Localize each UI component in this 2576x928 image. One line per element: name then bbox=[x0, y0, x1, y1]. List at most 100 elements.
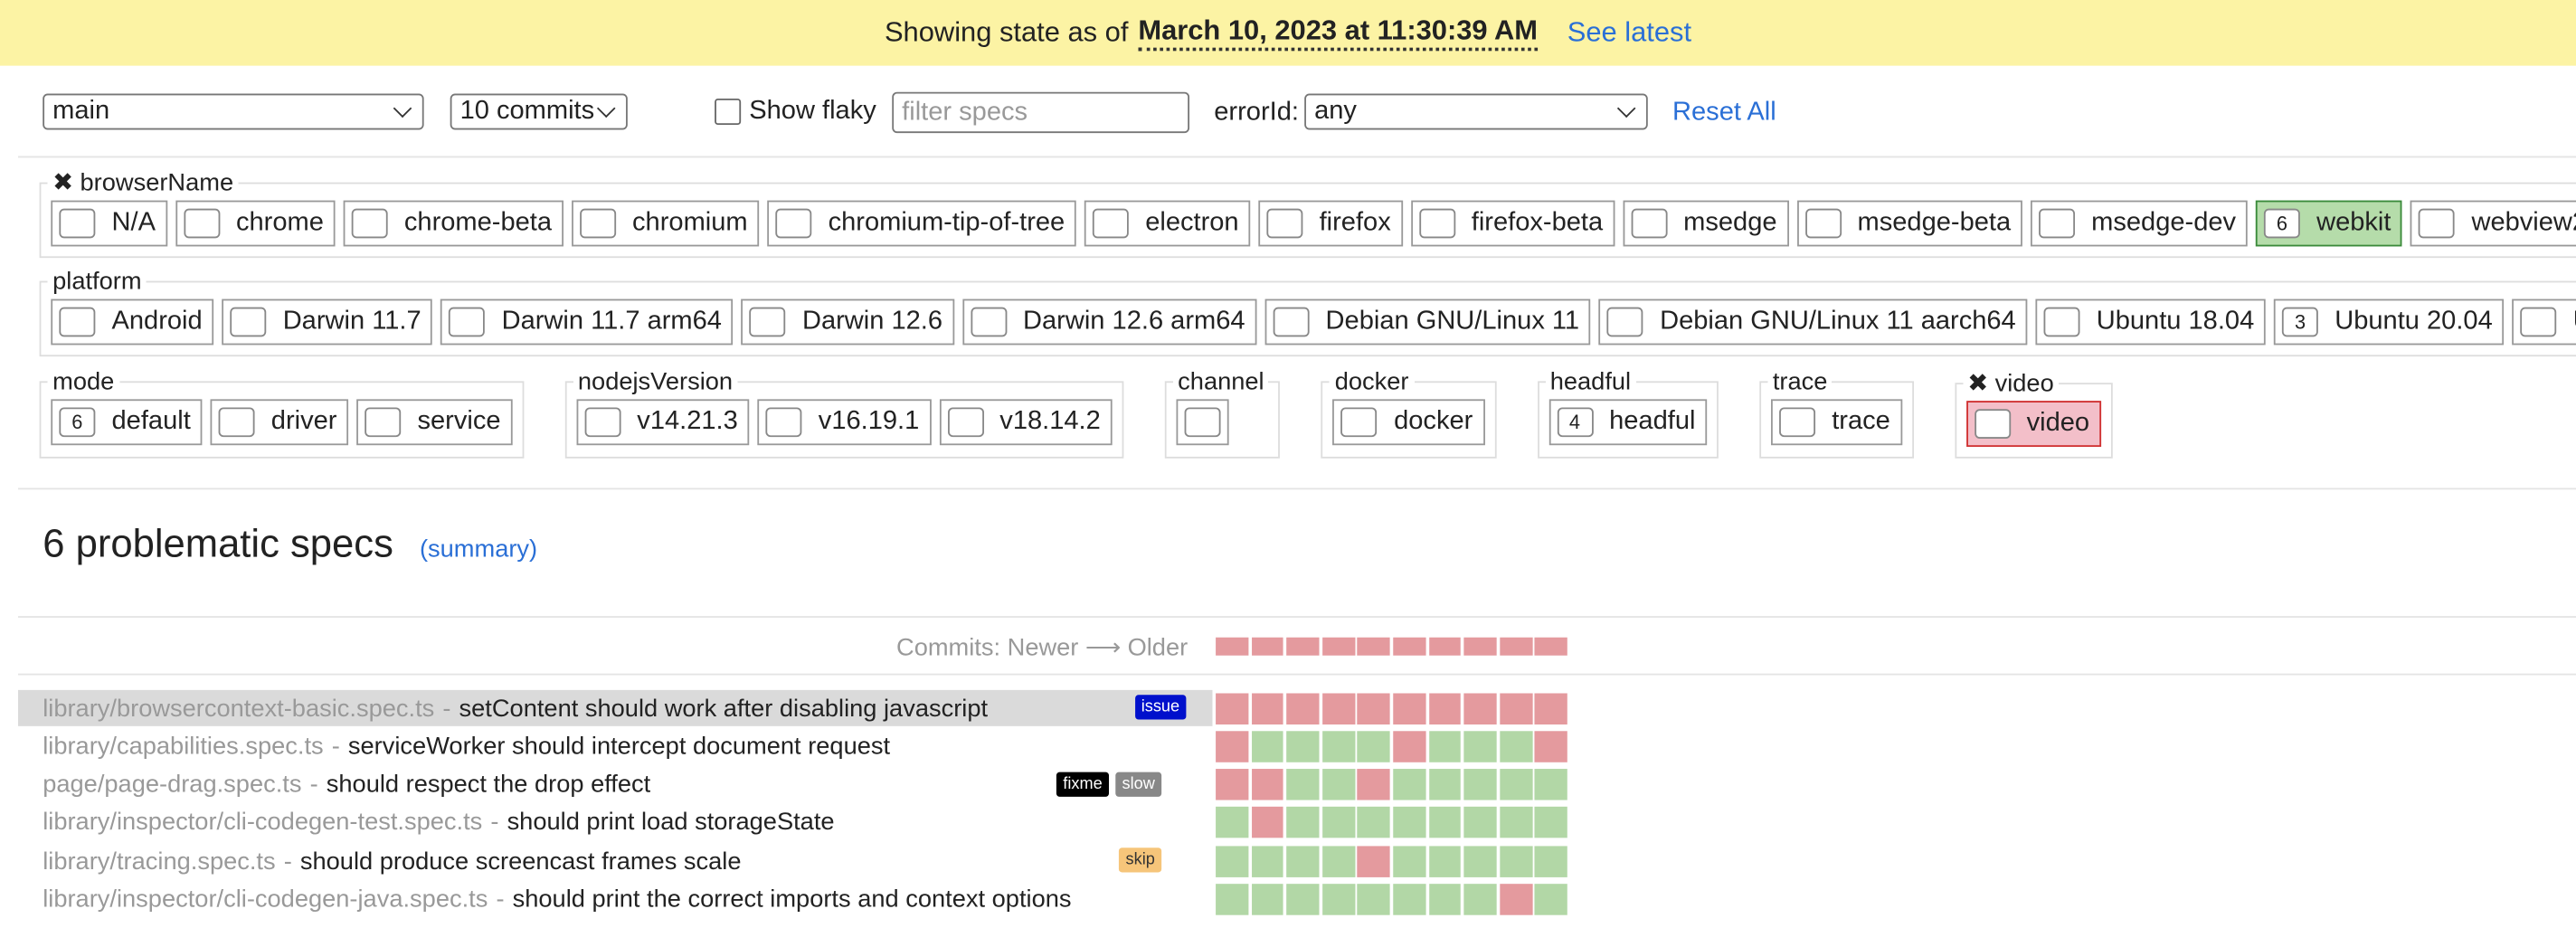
result-cell bbox=[1499, 807, 1532, 839]
option-checkbox bbox=[775, 208, 812, 239]
filter-option[interactable]: 4 headful bbox=[1548, 399, 1708, 446]
commit-header-cell bbox=[1463, 637, 1497, 656]
filter-option[interactable]: msedge-beta bbox=[1796, 200, 2022, 247]
filter-option[interactable]: chrome-beta bbox=[343, 200, 564, 247]
spec-title: should respect the drop effect bbox=[326, 771, 651, 799]
filter-option[interactable]: msedge-dev bbox=[2030, 200, 2248, 247]
result-cell bbox=[1251, 769, 1284, 800]
filter-option[interactable]: driver bbox=[210, 399, 349, 446]
commit-header-cell bbox=[1251, 637, 1284, 656]
error-select[interactable]: any bbox=[1304, 93, 1648, 130]
option-label: chromium bbox=[632, 208, 748, 237]
filter-option[interactable]: docker bbox=[1332, 399, 1485, 446]
option-label: chromium-tip-of-tree bbox=[828, 208, 1065, 237]
option-label: firefox bbox=[1319, 208, 1391, 237]
option-checkbox bbox=[1184, 407, 1221, 438]
filter-group: docker docker bbox=[1321, 367, 1496, 459]
option-checkbox bbox=[230, 307, 267, 337]
summary-link[interactable]: (summary) bbox=[419, 535, 538, 564]
banner-prefix: Showing state as of bbox=[884, 16, 1129, 48]
result-cell bbox=[1428, 769, 1462, 800]
commits-select[interactable]: 10 commits bbox=[450, 93, 628, 130]
filter-option[interactable]: Ubuntu 18.04 bbox=[2035, 298, 2266, 346]
filter-input[interactable]: filter specs bbox=[892, 91, 1190, 134]
filter-option[interactable]: Ubuntu 20 bbox=[2512, 298, 2576, 346]
filter-option[interactable]: webview2 bbox=[2410, 200, 2576, 247]
filter-option[interactable]: Debian GNU/Linux 11 aarch64 bbox=[1598, 298, 2028, 346]
filter-option[interactable]: 6 default bbox=[51, 399, 203, 446]
filter-option[interactable]: chromium-tip-of-tree bbox=[767, 200, 1076, 247]
result-cell bbox=[1251, 845, 1284, 877]
filter-option[interactable]: chromium bbox=[571, 200, 760, 247]
history-banner: Showing state as of March 10, 2023 at 11… bbox=[0, 0, 2576, 66]
filter-option[interactable]: v14.21.3 bbox=[576, 399, 750, 446]
option-checkbox bbox=[2039, 208, 2075, 239]
filter-option[interactable]: trace bbox=[1771, 399, 1902, 446]
spec-row[interactable]: library/browsercontext-basic.spec.ts - set… bbox=[17, 689, 1213, 726]
filter-name: ✖ browserName bbox=[52, 169, 234, 197]
filter-option[interactable] bbox=[1176, 399, 1229, 446]
option-checkbox bbox=[2520, 307, 2557, 337]
option-checkbox: 4 bbox=[1556, 407, 1593, 438]
result-cell bbox=[1286, 769, 1320, 800]
see-latest-link[interactable]: See latest bbox=[1567, 16, 1692, 48]
filter-option[interactable]: v16.19.1 bbox=[757, 399, 932, 446]
commit-header-cell bbox=[1357, 637, 1390, 656]
filter-option[interactable]: chrome bbox=[175, 200, 336, 247]
result-cell bbox=[1216, 730, 1249, 762]
option-label: Darwin 12.6 arm64 bbox=[1023, 307, 1245, 336]
filter-option[interactable]: Darwin 11.7 bbox=[222, 298, 433, 346]
option-label: v14.21.3 bbox=[637, 407, 738, 436]
filter-option[interactable]: firefox bbox=[1258, 200, 1403, 247]
option-label: Ubuntu 18.04 bbox=[2096, 307, 2255, 336]
spec-row[interactable]: library/tracing.spec.ts - should produce s… bbox=[18, 843, 1188, 879]
filter-option[interactable]: electron bbox=[1084, 200, 1251, 247]
spec-row[interactable]: library/inspector/cli-codegen-java.spec.… bbox=[18, 881, 1188, 917]
option-label: v18.14.2 bbox=[999, 407, 1101, 436]
option-label: headful bbox=[1609, 407, 1696, 436]
result-cell bbox=[1321, 807, 1355, 839]
filter-option[interactable]: Darwin 12.6 arm64 bbox=[961, 298, 1257, 346]
option-checkbox bbox=[218, 407, 255, 438]
spec-row[interactable]: library/inspector/cli-codegen-test.spec.… bbox=[18, 805, 1188, 841]
filter-option[interactable]: Darwin 12.6 bbox=[741, 298, 954, 346]
filter-option[interactable]: 3 Ubuntu 20.04 bbox=[2274, 298, 2505, 346]
filter-option[interactable]: v18.14.2 bbox=[939, 399, 1113, 446]
filter-option[interactable]: service bbox=[356, 399, 513, 446]
filter-option[interactable]: msedge bbox=[1622, 200, 1789, 247]
spec-row[interactable]: page/page-drag.spec.ts - should respect th… bbox=[18, 766, 1188, 802]
reset-all[interactable]: Reset All bbox=[1672, 98, 1776, 127]
filter-option[interactable]: video bbox=[1965, 401, 2101, 448]
result-cell bbox=[1499, 845, 1532, 877]
filter-group: ✖ video video bbox=[1954, 367, 2113, 459]
option-label: Android bbox=[111, 307, 203, 336]
branch-select[interactable]: main bbox=[43, 93, 424, 130]
filter-option[interactable]: Darwin 11.7 arm64 bbox=[440, 298, 734, 346]
option-checkbox bbox=[584, 407, 621, 438]
option-label: Darwin 12.6 bbox=[801, 307, 943, 336]
commit-header-cell bbox=[1428, 637, 1462, 656]
spec-row[interactable]: library/capabilities.spec.ts - serviceWork… bbox=[18, 728, 1188, 764]
result-cell bbox=[1286, 692, 1320, 724]
result-cell bbox=[1535, 845, 1568, 877]
show-flaky[interactable]: Show flaky bbox=[715, 97, 876, 127]
filter-name: nodejsVersion bbox=[577, 367, 734, 396]
filter-option[interactable]: N/A bbox=[51, 200, 167, 247]
filter-option[interactable]: firefox-beta bbox=[1410, 200, 1615, 247]
option-checkbox bbox=[1093, 208, 1130, 239]
option-checkbox bbox=[579, 208, 616, 239]
result-cell bbox=[1251, 730, 1284, 762]
filter-placeholder: filter specs bbox=[902, 98, 1028, 126]
filter-option[interactable]: 6 webkit bbox=[2255, 200, 2403, 247]
filter-option[interactable]: Debian GNU/Linux 11 bbox=[1264, 298, 1591, 346]
result-cell bbox=[1286, 807, 1320, 839]
filter-name: headful bbox=[1549, 367, 1632, 396]
result-cell bbox=[1463, 845, 1497, 877]
spec-file: library/inspector/cli-codegen-test.spec.… bbox=[43, 809, 483, 838]
filter-option[interactable]: Android bbox=[51, 298, 214, 346]
filter-row: platform Android Darwin 11.7 Darwin 11.7 ar… bbox=[39, 268, 2576, 357]
option-checkbox bbox=[2419, 208, 2456, 239]
spec-separator: - bbox=[331, 732, 340, 761]
filter-name: mode bbox=[52, 367, 115, 396]
spec-tag: skip bbox=[1119, 848, 1162, 873]
